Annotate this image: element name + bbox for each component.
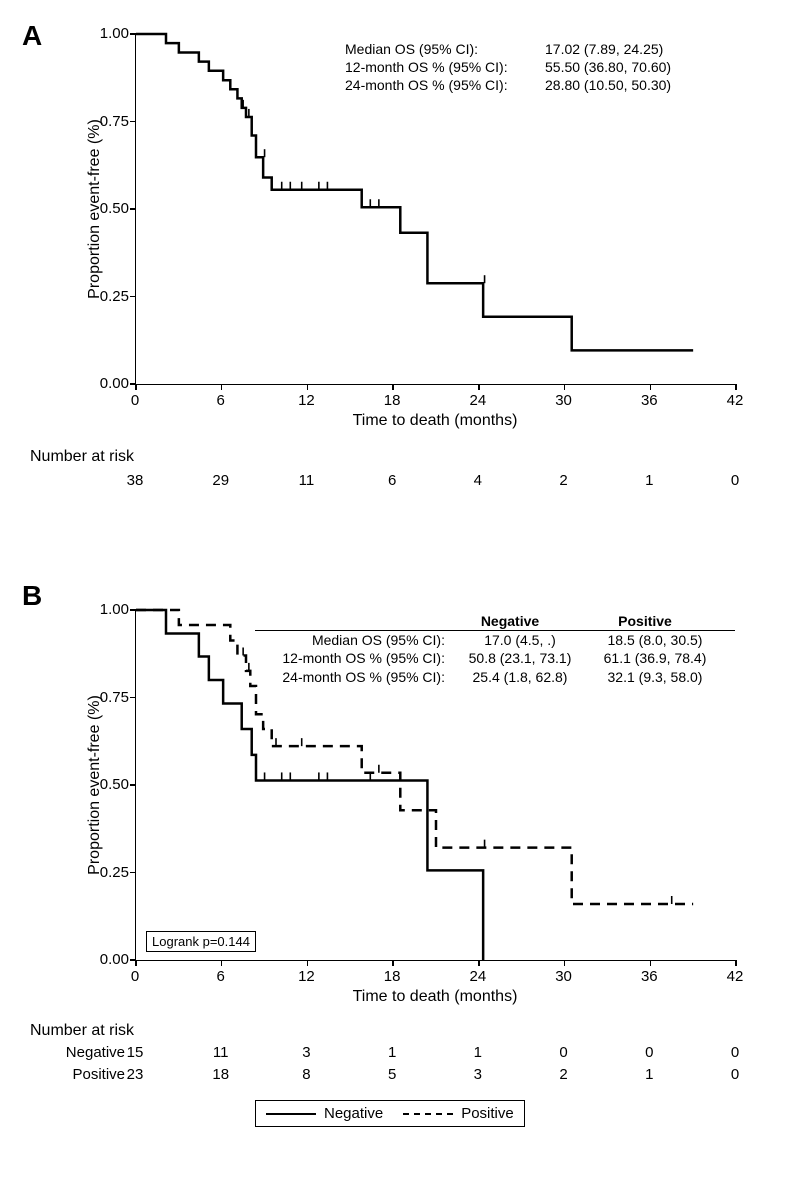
legend-negative: Negative (266, 1105, 383, 1122)
stats-b-h-neg: Negative (445, 612, 575, 630)
stats-b-r0-n: 17.0 (4.5, .) (455, 631, 585, 649)
stats-b-r1-p: 61.1 (36.9, 78.4) (585, 649, 725, 667)
panel-b-legend: Negative Positive (255, 1100, 525, 1127)
stats-b-r2-p: 32.1 (9.3, 58.0) (585, 668, 725, 686)
stats-a-r2-l: 24-month OS % (95% CI): (345, 76, 545, 94)
legend-positive: Positive (403, 1105, 514, 1122)
stats-a-r0-l: Median OS (95% CI): (345, 40, 545, 58)
stats-b-r0-p: 18.5 (8.0, 30.5) (585, 631, 725, 649)
stats-b-r2-n: 25.4 (1.8, 62.8) (455, 668, 585, 686)
stats-a-r2-v: 28.80 (10.50, 50.30) (545, 76, 671, 94)
panel-a-label: A (22, 20, 42, 52)
panel-b-xlabel: Time to death (months) (135, 988, 735, 1006)
legend-negative-label: Negative (324, 1105, 383, 1122)
stats-b-h-pos: Positive (575, 612, 715, 630)
stats-b-r1-l: 12-month OS % (95% CI): (255, 649, 455, 667)
stats-a-r1-l: 12-month OS % (95% CI): (345, 58, 545, 76)
panel-a-stats: Median OS (95% CI):17.02 (7.89, 24.25) 1… (345, 40, 730, 95)
panel-b-label: B (22, 580, 42, 612)
panel-a: A Median OS (95% CI):17.02 (7.89, 24.25)… (0, 0, 792, 560)
legend-negative-line (266, 1113, 316, 1115)
legend-positive-label: Positive (461, 1105, 514, 1122)
panel-b-stats: Negative Positive Median OS (95% CI):17.… (255, 612, 735, 686)
panel-b: B Logrank p=0.144 Negative Positive Medi… (0, 560, 792, 1191)
stats-b-r2-l: 24-month OS % (95% CI): (255, 668, 455, 686)
panel-a-risk-title: Number at risk (30, 448, 134, 466)
panel-b-risk-title: Number at risk (30, 1022, 134, 1040)
stats-b-r1-n: 50.8 (23.1, 73.1) (455, 649, 585, 667)
legend-positive-line (403, 1113, 453, 1115)
panel-a-xlabel: Time to death (months) (135, 412, 735, 430)
stats-a-r0-v: 17.02 (7.89, 24.25) (545, 40, 663, 58)
stats-b-r0-l: Median OS (95% CI): (255, 631, 455, 649)
logrank-box: Logrank p=0.144 (146, 931, 256, 952)
stats-a-r1-v: 55.50 (36.80, 70.60) (545, 58, 671, 76)
